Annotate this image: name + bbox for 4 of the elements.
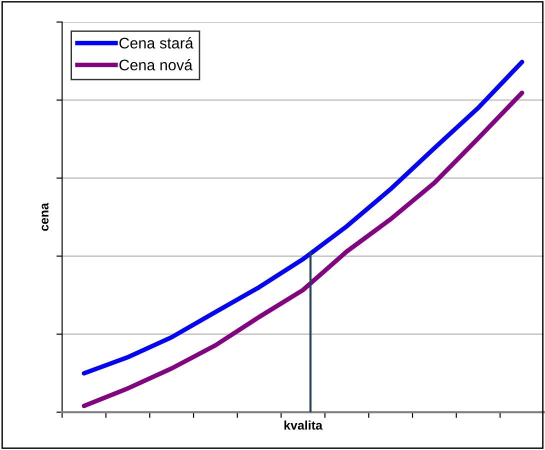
legend-label: Cena nová xyxy=(119,59,193,70)
x-axis-title: kvalita xyxy=(284,420,323,430)
y-axis-title: cena xyxy=(42,202,49,231)
legend-label: Cena stará xyxy=(119,37,194,49)
